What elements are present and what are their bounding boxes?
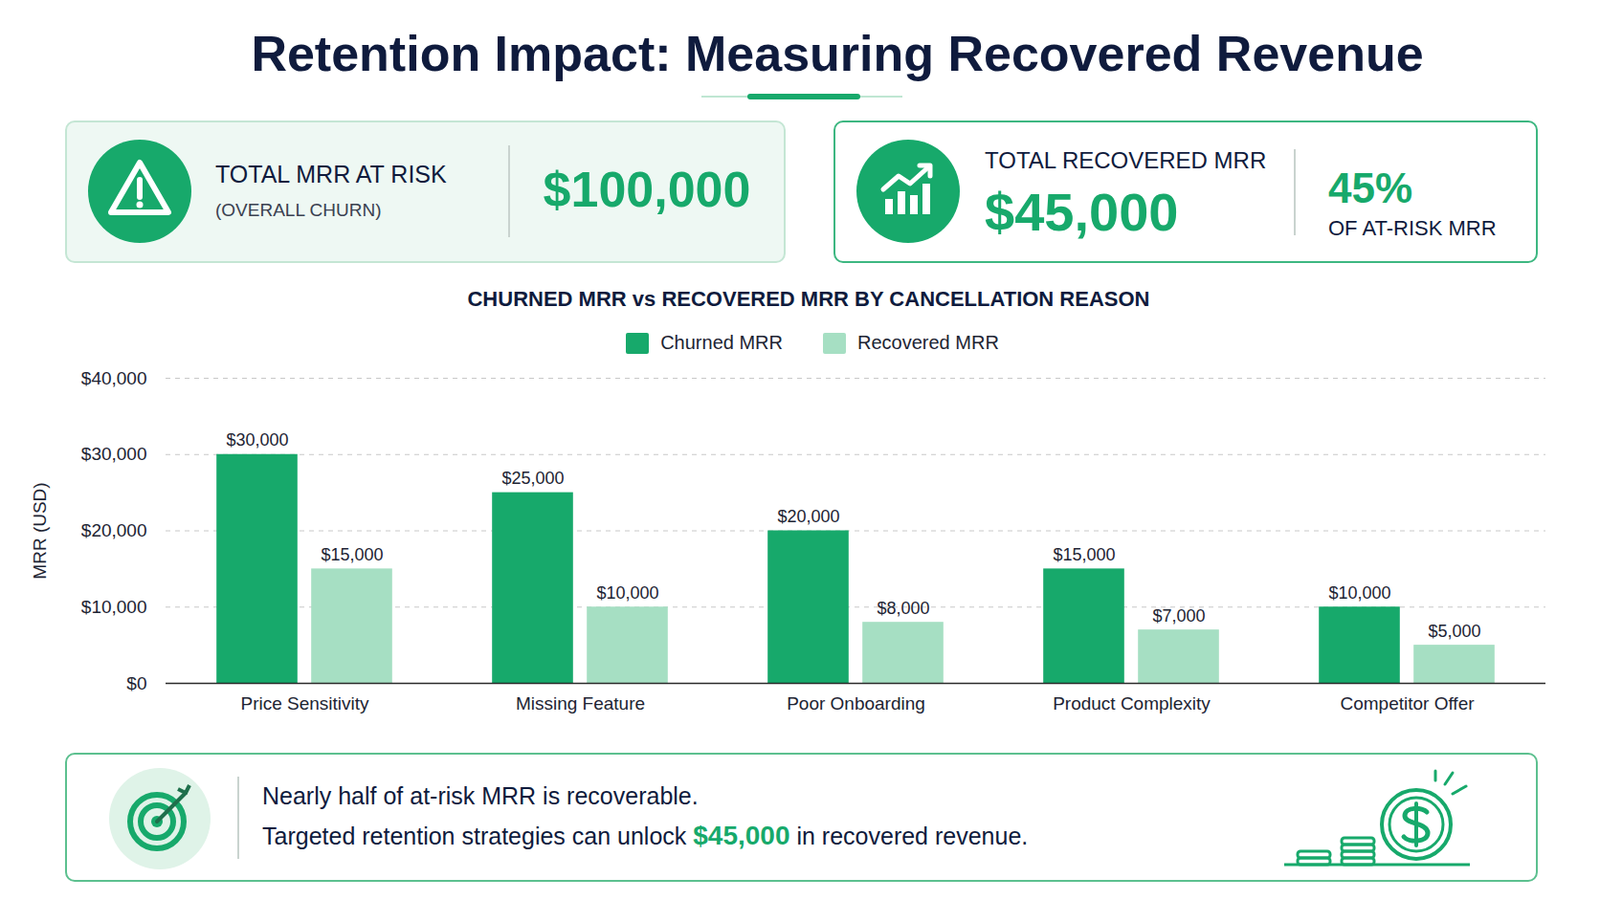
svg-text:$10,000: $10,000 (81, 597, 148, 618)
html-text:CHURNED MRR vs RECOVERED MRR B: CHURNED MRR vs RECOVERED MRR BY CANCELLA… (467, 287, 1150, 312)
html-text:$100,000: $100,000 (543, 161, 751, 218)
svg-text:$7,000: $7,000 (1152, 606, 1205, 626)
svg-text:Competitor Offer: Competitor Offer (1339, 693, 1475, 714)
svg-text:$20,000: $20,000 (777, 507, 840, 527)
html-text:Retention Impact: Measuring Re: Retention Impact: Measuring Recovered Re… (251, 25, 1424, 82)
svg-text:$25,000: $25,000 (501, 468, 564, 489)
html-text:OF AT-RISK MRR: OF AT-RISK MRR (1328, 216, 1497, 241)
svg-text:$5,000: $5,000 (1427, 622, 1481, 642)
svg-text:$30,000: $30,000 (81, 444, 148, 465)
svg-text:$0: $0 (126, 673, 147, 694)
html-text:Recovered MRR: Recovered MRR (857, 332, 999, 354)
svg-text:Product Complexity: Product Complexity (1052, 693, 1211, 714)
html-text:Nearly half of at-risk MRR is: Nearly half of at-risk MRR is recoverabl… (262, 782, 699, 810)
svg-text:Price Sensitivity: Price Sensitivity (240, 693, 370, 714)
svg-text:Poor Onboarding: Poor Onboarding (786, 693, 926, 714)
svg-text:$40,000: $40,000 (81, 368, 148, 389)
svg-text:$10,000: $10,000 (1328, 583, 1391, 603)
svg-text:$10,000: $10,000 (596, 583, 659, 603)
svg-text:$20,000: $20,000 (81, 520, 148, 541)
html-text:Targeted retention strategies: Targeted retention strategies can unlock… (262, 821, 1029, 851)
svg-text:MRR (USD): MRR (USD) (29, 482, 50, 579)
svg-text:$15,000: $15,000 (320, 545, 383, 565)
svg-text:$8,000: $8,000 (876, 599, 930, 619)
html-text:TOTAL RECOVERED MRR: TOTAL RECOVERED MRR (984, 147, 1267, 174)
html-text:Churned MRR: Churned MRR (660, 332, 783, 354)
html-text:45%: 45% (1328, 164, 1413, 212)
svg-text:$15,000: $15,000 (1052, 545, 1115, 565)
html-text:$45,000: $45,000 (984, 181, 1179, 243)
html-text:TOTAL MRR AT RISK: TOTAL MRR AT RISK (215, 160, 447, 188)
html-text:(OVERALL CHURN): (OVERALL CHURN) (215, 200, 382, 221)
svg-text:Missing Feature: Missing Feature (515, 693, 645, 714)
svg-text:$30,000: $30,000 (225, 430, 289, 450)
